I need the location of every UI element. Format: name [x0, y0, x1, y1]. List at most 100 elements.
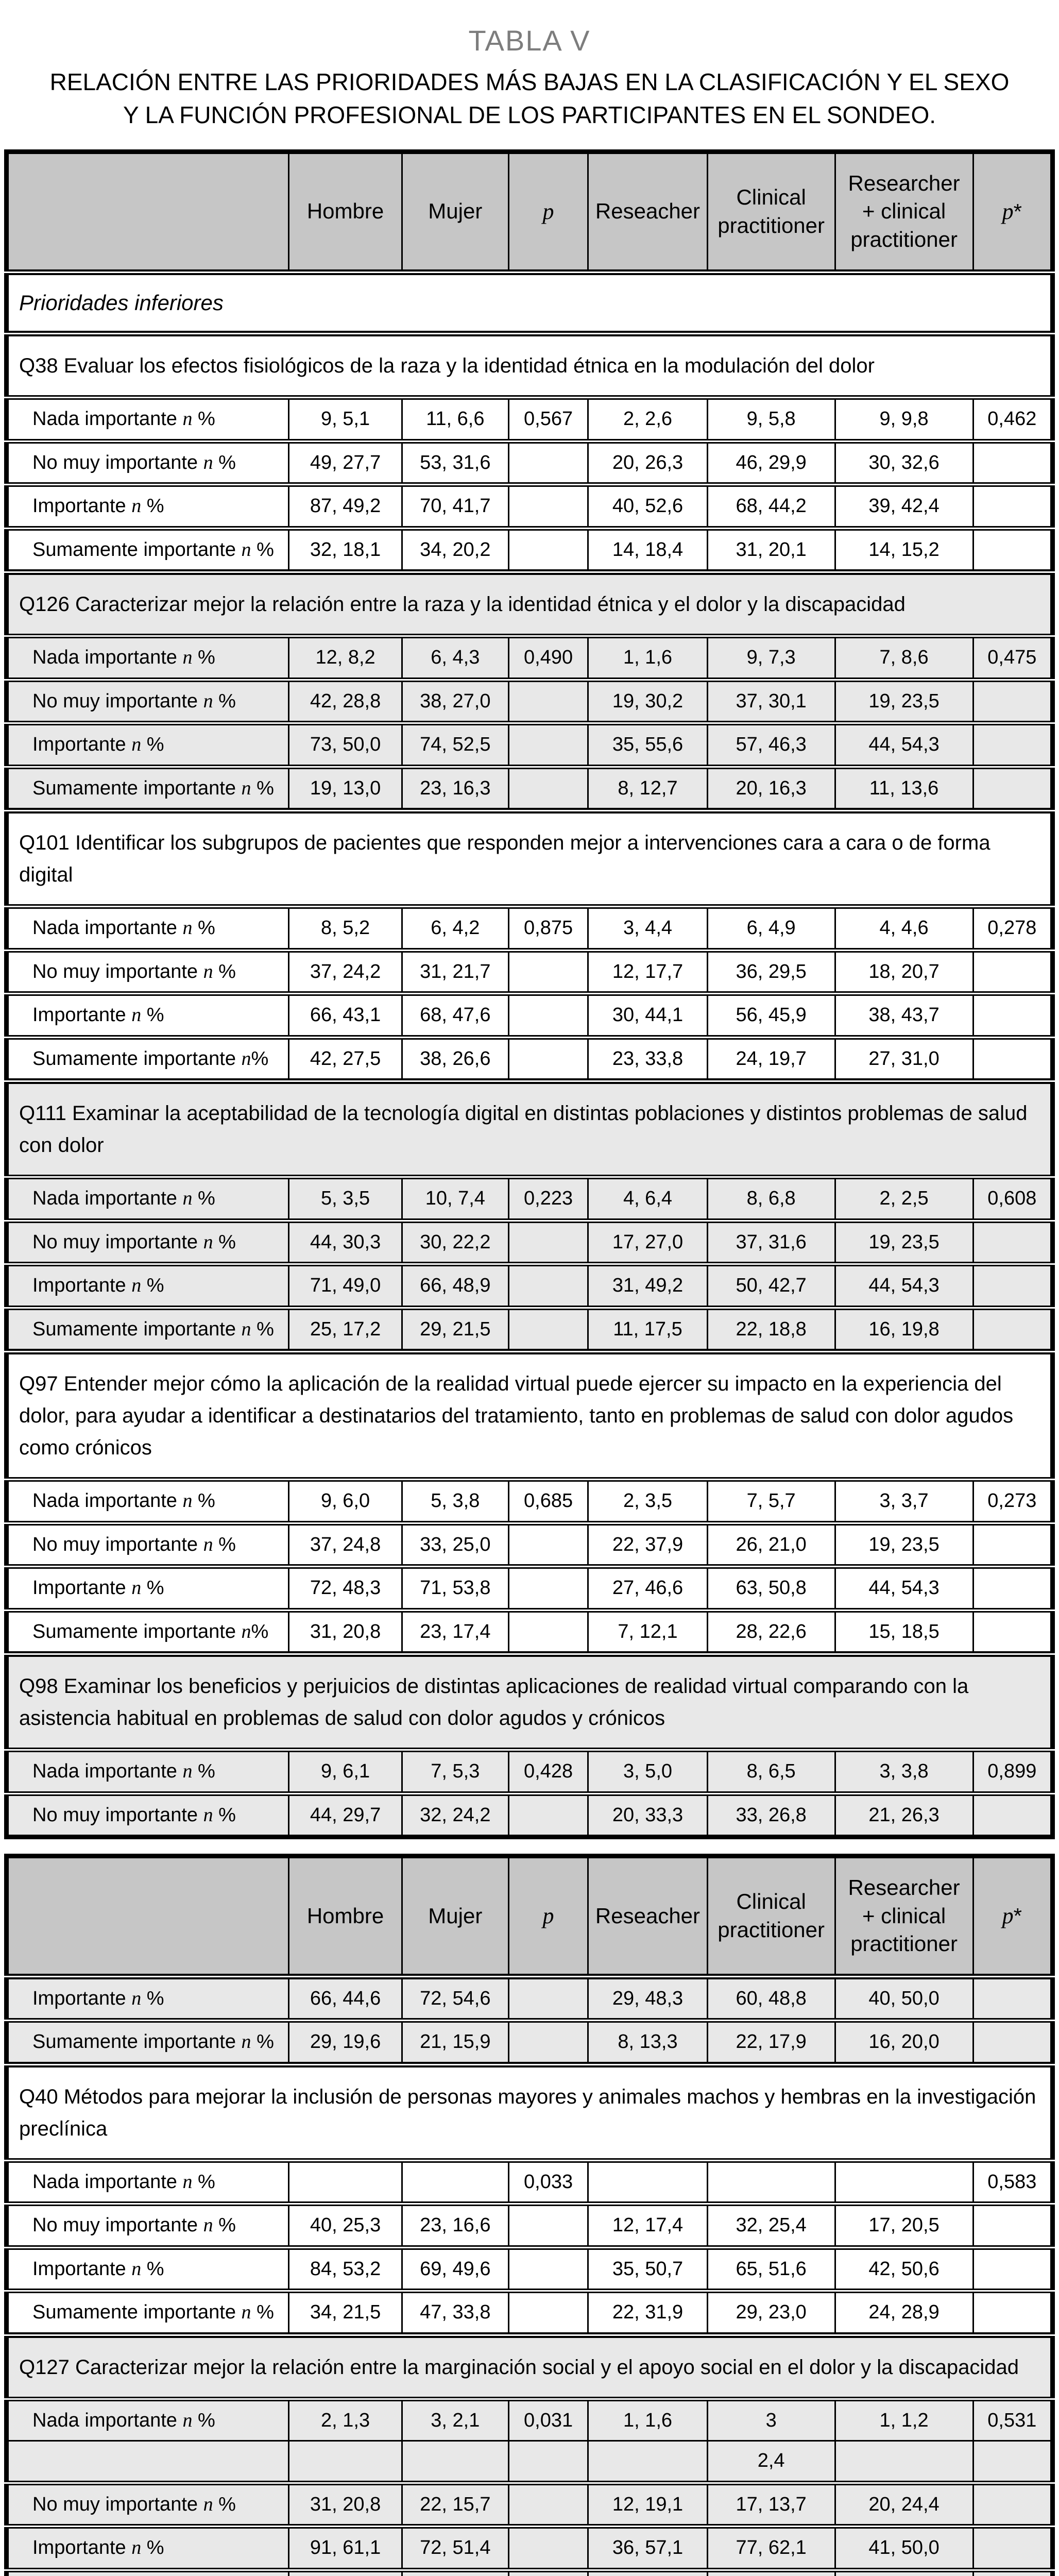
value-cell: 8, 5,2 — [288, 904, 403, 951]
value-cell — [507, 677, 589, 723]
value-cell — [972, 677, 1054, 723]
value-cell: 84, 53,2 — [288, 2245, 403, 2291]
table-row: Sumamente importante n %25, 16,843, 30,7… — [5, 2567, 1054, 2576]
n-percent-unit: n % — [241, 2031, 274, 2053]
value-cell: 36, 29,5 — [706, 947, 836, 994]
value-cell: 50, 42,7 — [706, 1262, 836, 1308]
value-cell: 25, 17,2 — [288, 1305, 403, 1352]
value-cell: 0,685 — [507, 1477, 589, 1523]
value-cell: 18, 20,7 — [834, 947, 974, 994]
value-cell: 40, 25,3 — [288, 2201, 403, 2248]
value-cell: 30, 44,1 — [587, 991, 708, 1038]
value-cell — [972, 2567, 1054, 2576]
value-cell: 6, 4,9 — [706, 904, 836, 951]
value-cell: 7, 8,6 — [834, 634, 974, 680]
header-cell: Hombre — [288, 1856, 403, 1979]
section-row: Prioridades inferiores — [6, 272, 1053, 334]
value-cell — [972, 764, 1054, 811]
n-percent-unit: n % — [182, 917, 215, 939]
value-cell: 41, 50,0 — [834, 2524, 974, 2570]
row-label: No muy importante n % — [5, 1218, 290, 1264]
value-cell — [507, 438, 589, 485]
value-cell: 3, 3,8 — [834, 1748, 974, 1794]
value-cell — [507, 1035, 589, 1081]
value-cell: 12, 17,4 — [587, 2201, 708, 2248]
value-cell: 19, 23,5 — [834, 1520, 974, 1567]
column-header-row: Hombre Mujer p Reseacher Clinical practition… — [5, 151, 1054, 275]
title-block: TABLA V RELACIÓN ENTRE LAS PRIORIDADES M… — [4, 24, 1055, 132]
value-cell — [972, 1607, 1054, 1654]
question-row: Q111 Examinar la aceptabilidad de la tec… — [6, 1078, 1053, 1177]
value-cell: 9, 6,1 — [288, 1748, 403, 1794]
value-cell: 44, 30,3 — [288, 1218, 403, 1264]
value-cell: 33, 25,0 — [401, 1520, 509, 1567]
table-row: Nada importante n % 9, 6,1 7, 5,3 0,428 3, 5… — [5, 1748, 1054, 1794]
value-cell: 0,875 — [507, 904, 589, 951]
value-cell: 68, 44,2 — [706, 482, 836, 529]
value-cell: 77, 62,1 — [706, 2524, 836, 2570]
value-cell: 9, 7,3 — [706, 634, 836, 680]
value-cell — [972, 2289, 1054, 2335]
value-cell: 31, 20,8 — [288, 2480, 403, 2527]
n-percent-unit: n % — [131, 1577, 164, 1599]
value-cell: 32, 24,2 — [401, 1791, 509, 1837]
value-cell — [972, 2480, 1054, 2527]
row-label: Nada importante n % — [5, 395, 290, 442]
value-cell: 24, 28,9 — [834, 2289, 974, 2335]
value-cell: 20, 16,3 — [706, 764, 836, 811]
value-cell: 38, 43,7 — [834, 991, 974, 1038]
table-row: Importante n % 91, 61,1 72, 51,4 36, 57,1 77… — [5, 2524, 1054, 2570]
row-label: No muy importante n % — [5, 1791, 290, 1837]
value-cell: 12, 17,7 — [587, 947, 708, 994]
row-label: Nada importante n % — [5, 1477, 290, 1523]
value-cell: 91, 61,1 — [288, 2524, 403, 2570]
value-cell: 6, 4,3 — [401, 634, 509, 680]
value-cell: 70, 41,7 — [401, 482, 509, 529]
value-cell — [507, 482, 589, 529]
value-cell: 35, 50,7 — [587, 2245, 708, 2291]
value-cell: 65, 51,6 — [706, 2245, 836, 2291]
value-cell: 42, 50,6 — [834, 2245, 974, 2291]
value-cell: 22, 15,7 — [401, 2480, 509, 2527]
value-cell — [507, 526, 589, 572]
header-cell-empty — [5, 151, 290, 275]
value-cell: 9, 5,8 — [706, 395, 836, 442]
value-cell: 9, 9,8 — [834, 395, 974, 442]
value-cell — [507, 2245, 589, 2291]
value-cell: 66, 48,9 — [401, 1262, 509, 1308]
value-cell — [972, 1305, 1054, 1352]
value-cell: 72, 51,4 — [401, 2524, 509, 2570]
row-label: Sumamente importante n % — [5, 526, 290, 572]
n-percent-unit: n % — [241, 2301, 274, 2324]
value-cell: 53, 31,6 — [401, 438, 509, 485]
question-row: Q101 Identificar los subgrupos de pacien… — [6, 808, 1053, 907]
value-cell: 44, 54,3 — [834, 1262, 974, 1308]
value-cell: 30, 32,6 — [834, 438, 974, 485]
value-cell: 23, 33,8 — [587, 1035, 708, 1081]
value-cell — [507, 1218, 589, 1264]
value-cell — [507, 947, 589, 994]
value-cell: 3, 3,7 — [834, 1477, 974, 1523]
n-percent-unit: n % — [131, 2258, 164, 2280]
value-cell: 0,273 — [972, 1477, 1054, 1523]
question-row: Q40 Métodos para mejorar la inclusión de… — [6, 2061, 1053, 2161]
row-label: Importante n % — [5, 1974, 290, 2021]
value-cell — [288, 2158, 403, 2204]
value-cell: 12, 8,2 — [288, 634, 403, 680]
table-row: Nada importante n % 8, 5,2 6, 4,2 0,875 3, 4… — [5, 904, 1054, 951]
value-cell: 19, 13,0 — [288, 764, 403, 811]
value-cell: 38, 27,0 — [401, 677, 509, 723]
value-cell: 8, 6,5 — [706, 1748, 836, 1794]
table-row: Sumamente importante n% 42, 27,5 38, 26,6 2… — [5, 1035, 1054, 1081]
value-cell: 2,4 — [706, 2440, 836, 2483]
value-cell: 1, 1,6 — [587, 2396, 708, 2441]
value-cell: 47, 33,8 — [401, 2289, 509, 2335]
value-cell: 8, 13,3 — [587, 2018, 708, 2065]
table-row: Sumamente importante n% 31, 20,8 23, 17,4 7… — [5, 1607, 1054, 1654]
value-cell: 29, 23,0 — [706, 2289, 836, 2335]
question-row: Q98 Examinar los beneficios y perjuicios… — [6, 1651, 1053, 1750]
value-cell — [401, 2440, 509, 2483]
table-row: No muy importante n % 42, 28,8 38, 27,0 19,… — [5, 677, 1054, 723]
row-label: Sumamente importante n % — [5, 764, 290, 811]
value-cell: 27, 31,0 — [834, 1035, 974, 1081]
